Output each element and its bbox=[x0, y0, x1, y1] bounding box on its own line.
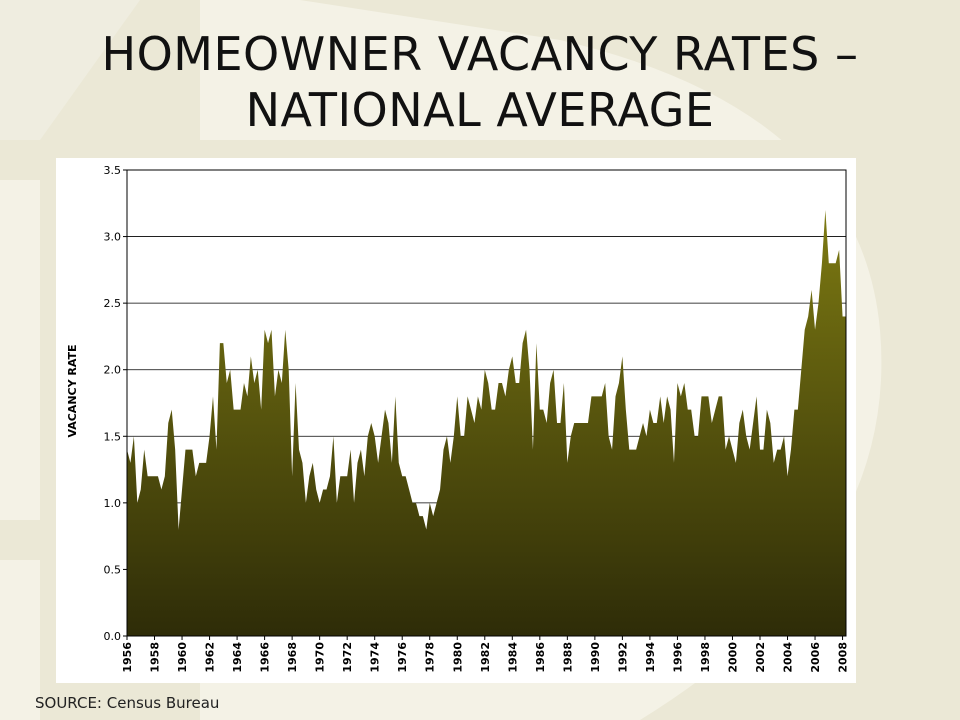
x-tick-label: 2004 bbox=[782, 642, 795, 673]
area-series bbox=[127, 209, 846, 636]
x-tick-label: 1972 bbox=[341, 642, 354, 673]
x-tick-label: 1998 bbox=[699, 642, 712, 673]
x-tick-label: 1978 bbox=[424, 642, 437, 673]
x-tick-label: 2002 bbox=[754, 642, 767, 673]
slide-title: HOMEOWNER VACANCY RATES – NATIONAL AVERA… bbox=[0, 26, 960, 138]
axes bbox=[126, 169, 847, 637]
x-tick-labels: 1956 1958 1960 1962 1964 1966 1968 1970 1972 1974… bbox=[121, 636, 850, 673]
x-tick-label: 1974 bbox=[369, 642, 382, 673]
y-tick-label: 0.0 bbox=[104, 630, 122, 643]
x-tick-label: 1960 bbox=[176, 642, 189, 673]
y-tick-label: 2.5 bbox=[104, 297, 122, 310]
x-tick-label: 1982 bbox=[479, 642, 492, 673]
x-tick-label: 2008 bbox=[837, 642, 850, 673]
x-tick-label: 1994 bbox=[644, 642, 657, 673]
x-tick-label: 1968 bbox=[286, 642, 299, 673]
x-tick-label: 2006 bbox=[809, 642, 822, 673]
x-tick-label: 1962 bbox=[204, 642, 217, 673]
x-tick-label: 1976 bbox=[396, 642, 409, 673]
x-tick-label: 1988 bbox=[561, 642, 574, 673]
vacancy-rate-area bbox=[127, 209, 846, 636]
chart-panel: 0.0 0.5 1.0 1.5 2.0 2.5 3.0 3.5 1956 1958 1960 196… bbox=[56, 158, 856, 683]
x-tick-label: 1970 bbox=[314, 642, 327, 673]
y-tick-label: 1.0 bbox=[104, 497, 122, 510]
x-tick-label: 1980 bbox=[451, 642, 464, 673]
vacancy-rate-area-chart: 0.0 0.5 1.0 1.5 2.0 2.5 3.0 3.5 1956 1958 1960 196… bbox=[66, 164, 850, 673]
y-tick-label: 3.0 bbox=[104, 231, 122, 244]
x-tick-label: 1956 bbox=[121, 642, 134, 673]
x-tick-label: 1964 bbox=[231, 642, 244, 673]
x-tick-label: 1966 bbox=[259, 642, 272, 673]
x-tick-label: 2000 bbox=[726, 642, 739, 673]
y-tick-label: 1.5 bbox=[104, 430, 122, 443]
x-tick-label: 1992 bbox=[616, 642, 629, 673]
x-tick-label: 1986 bbox=[534, 642, 547, 673]
source-note: SOURCE: Census Bureau bbox=[35, 694, 220, 712]
x-tick-label: 1996 bbox=[671, 642, 684, 673]
y-tick-label: 0.5 bbox=[104, 563, 122, 576]
plot-frame bbox=[126, 169, 847, 637]
x-tick-label: 1990 bbox=[589, 642, 602, 673]
y-tick-label: 3.5 bbox=[104, 164, 122, 177]
x-tick-label: 1984 bbox=[506, 642, 519, 673]
slide-title-line-1: HOMEOWNER VACANCY RATES – bbox=[101, 27, 859, 81]
y-axis-label: VACANCY RATE bbox=[66, 344, 79, 437]
y-tick-label: 2.0 bbox=[104, 364, 122, 377]
x-tick-label: 1958 bbox=[149, 642, 162, 673]
y-tick-labels: 0.0 0.5 1.0 1.5 2.0 2.5 3.0 3.5 bbox=[104, 164, 122, 643]
slide-title-line-2: NATIONAL AVERAGE bbox=[245, 83, 715, 137]
